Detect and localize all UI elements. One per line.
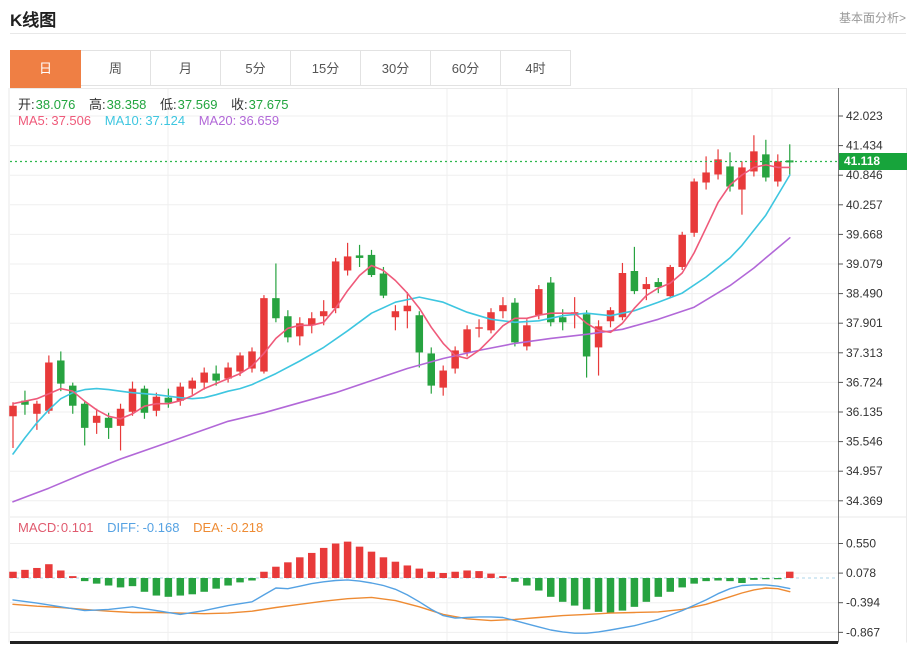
tab-15min[interactable]: 15分 (291, 50, 361, 86)
price-axis-label: 41.434 (846, 139, 883, 153)
price-axis-label: 36.724 (846, 375, 883, 389)
ma5-label: MA5: (18, 113, 49, 128)
macd-axis-label: 0.078 (846, 566, 876, 580)
high-value: 38.358 (106, 97, 147, 112)
tab-60min[interactable]: 60分 (431, 50, 501, 86)
price-axis-label: 42.023 (846, 109, 883, 123)
ma20-label: MA20: (198, 113, 237, 128)
price-axis-label: 40.846 (846, 168, 883, 182)
open-label: 开: (18, 97, 35, 112)
period-tabs: 日 周 月 5分 15分 30分 60分 4时 (10, 50, 571, 88)
kline-chart-canvas[interactable]: 42.023 41.434 40.846 40.257 39.668 39.079 38.4… (0, 88, 914, 647)
macd-readout: MACD:0.101 DIFF: -0.168 DEA: -0.218 (18, 520, 273, 535)
low-value: 37.569 (177, 97, 218, 112)
kline-chart-area[interactable]: 42.023 41.434 40.846 40.257 39.668 39.079 38.4… (0, 88, 914, 647)
ohlc-readout: 开:38.076 高:38.358 低:37.569 收:37.675 (18, 94, 298, 113)
diff-value: -0.168 (142, 520, 180, 535)
ma5-value: 37.506 (51, 113, 92, 128)
ma-readout: MA5: 37.506 MA10: 37.124 MA20: 36.659 (18, 113, 289, 128)
macd-label: MACD: (18, 520, 60, 535)
price-axis-label: 37.313 (846, 346, 883, 360)
macd-axis-label: 0.550 (846, 537, 876, 551)
close-label: 收: (231, 97, 248, 112)
high-label: 高: (89, 97, 106, 112)
price-axis-label: 34.369 (846, 494, 883, 508)
page-title: K线图 (10, 11, 57, 30)
tab-5min[interactable]: 5分 (221, 50, 291, 86)
ma10-value: 37.124 (145, 113, 186, 128)
price-axis-label: 37.901 (846, 316, 883, 330)
tab-month[interactable]: 月 (151, 50, 221, 86)
diff-label: DIFF: (107, 520, 140, 535)
ma10-label: MA10: (104, 113, 143, 128)
price-axis-label: 40.257 (846, 198, 883, 212)
macd-axis-label: -0.867 (846, 625, 880, 639)
price-axis-label: 39.668 (846, 227, 883, 241)
close-value: 37.675 (248, 97, 289, 112)
open-value: 38.076 (35, 97, 76, 112)
dea-value: -0.218 (226, 520, 264, 535)
tab-week[interactable]: 周 (81, 50, 151, 86)
price-axis-label: 39.079 (846, 257, 883, 271)
macd-axis-label: -0.394 (846, 596, 880, 610)
tab-day[interactable]: 日 (10, 50, 81, 88)
price-axis-label: 38.490 (846, 287, 883, 301)
price-axis-label: 35.546 (846, 435, 883, 449)
macd-value: 0.101 (60, 520, 94, 535)
low-label: 低: (160, 97, 177, 112)
fundamental-analysis-link[interactable]: 基本面分析> (838, 11, 906, 25)
tab-4hour[interactable]: 4时 (501, 50, 571, 86)
page-header: K线图 基本面分析> (10, 6, 906, 30)
price-axis-label: 36.135 (846, 405, 883, 419)
dea-label: DEA: (193, 520, 224, 535)
tab-30min[interactable]: 30分 (361, 50, 431, 86)
header-divider (10, 33, 906, 34)
price-axis-label: 34.957 (846, 464, 883, 478)
ma20-value: 36.659 (239, 113, 280, 128)
current-price-label: 41.118 (839, 153, 907, 170)
